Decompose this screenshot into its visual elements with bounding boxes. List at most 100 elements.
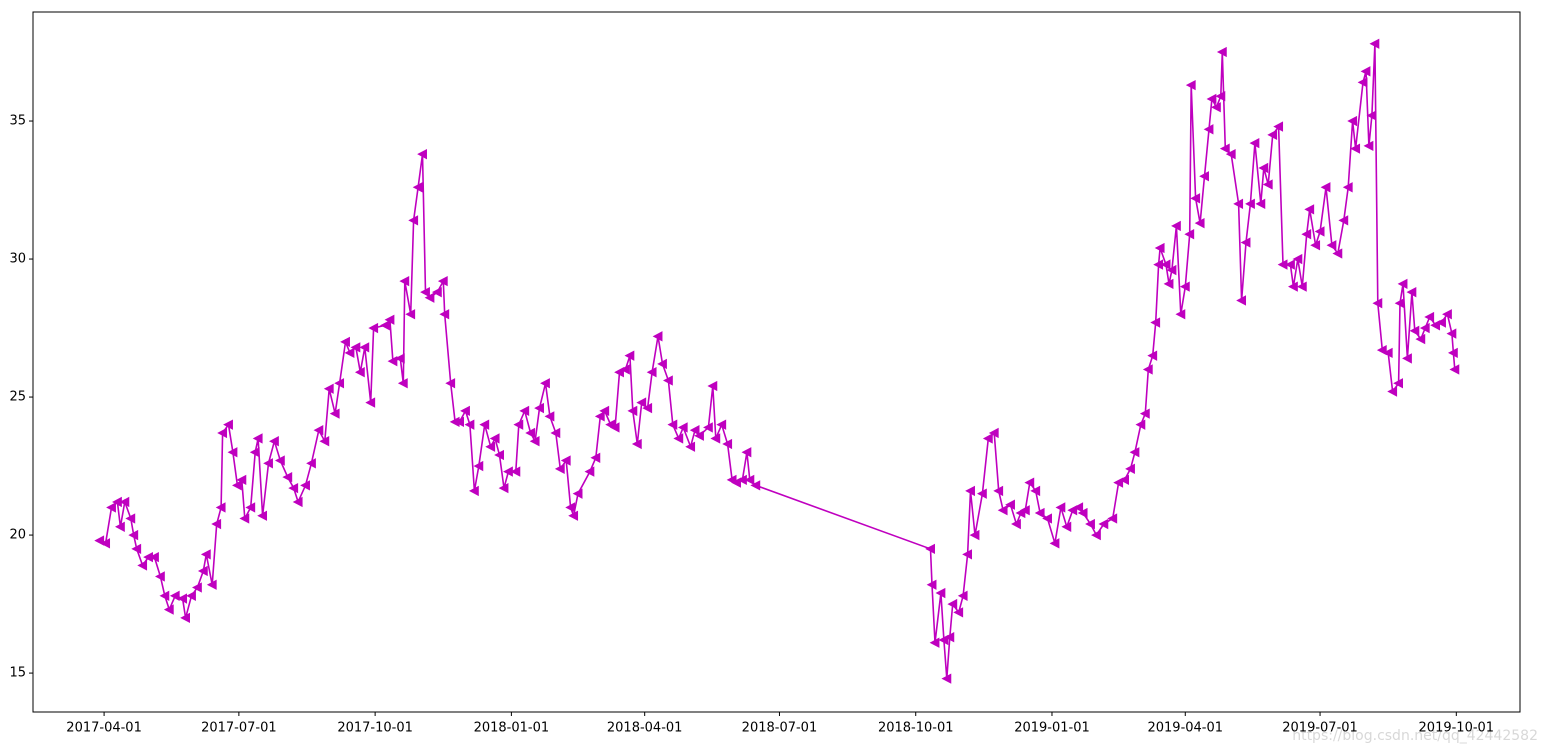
marker: [197, 565, 208, 577]
marker: [1225, 148, 1236, 160]
marker: [412, 182, 423, 193]
x-tick-label: 2019-10-01: [1419, 721, 1495, 736]
marker: [925, 543, 935, 555]
marker: [519, 405, 530, 417]
marker: [988, 427, 999, 439]
y-tick-label: 20: [9, 528, 26, 543]
marker: [957, 590, 968, 601]
x-tick-label: 2018-04-01: [607, 721, 683, 736]
marker: [1240, 237, 1251, 248]
marker: [239, 513, 250, 524]
marker: [550, 427, 561, 439]
marker: [292, 496, 303, 508]
marker: [1363, 140, 1374, 152]
x-tick-label: 2017-04-01: [66, 721, 142, 736]
marker: [1415, 333, 1426, 345]
y-tick-label: 25: [9, 390, 26, 405]
y-tick-label: 35: [9, 114, 26, 129]
marker: [1357, 77, 1368, 88]
marker: [334, 378, 345, 389]
marker: [365, 397, 376, 408]
marker: [953, 607, 964, 618]
marker: [192, 582, 202, 593]
marker: [163, 604, 174, 615]
x-tick-label: 2017-07-01: [201, 721, 277, 736]
marker: [288, 482, 299, 494]
marker: [529, 436, 540, 447]
marker: [1424, 311, 1435, 323]
marker: [1382, 347, 1393, 359]
marker: [1175, 309, 1186, 320]
marker: [707, 380, 718, 392]
marker: [1219, 143, 1230, 154]
marker: [663, 375, 673, 386]
marker: [1402, 353, 1412, 364]
marker: [1304, 204, 1315, 215]
marker: [525, 427, 536, 439]
marker: [1255, 198, 1266, 210]
marker: [313, 425, 324, 436]
plot-frame: [32, 11, 1521, 713]
marker: [1436, 317, 1446, 328]
marker: [624, 350, 635, 361]
marker: [627, 405, 638, 417]
marker: [1160, 259, 1171, 270]
x-tick-label: 2019-07-01: [1282, 721, 1358, 736]
marker: [1091, 529, 1101, 541]
marker: [417, 148, 427, 160]
marker: [599, 405, 610, 417]
marker: [1077, 507, 1088, 519]
marker: [1258, 162, 1269, 174]
marker: [1185, 79, 1196, 91]
marker: [560, 455, 571, 466]
x-tick-label: 2018-10-01: [878, 721, 954, 736]
marker: [180, 612, 191, 624]
marker: [1366, 110, 1377, 121]
marker: [1350, 143, 1361, 154]
marker: [1338, 215, 1349, 226]
marker: [100, 538, 111, 549]
marker: [211, 518, 222, 530]
marker: [445, 378, 456, 389]
marker: [437, 275, 448, 287]
marker: [282, 471, 293, 483]
marker: [1446, 328, 1457, 339]
marker: [1150, 317, 1161, 328]
marker: [380, 320, 390, 331]
marker: [300, 480, 310, 491]
marker: [657, 358, 667, 370]
marker: [1406, 287, 1417, 298]
marker: [186, 590, 196, 601]
marker: [722, 438, 733, 450]
marker: [269, 436, 279, 447]
marker: [252, 433, 263, 444]
marker: [694, 430, 704, 441]
marker: [667, 419, 678, 430]
marker: [439, 309, 450, 320]
marker: [489, 433, 500, 444]
marker: [1163, 278, 1174, 290]
marker: [424, 292, 435, 303]
marker: [354, 367, 365, 378]
marker: [1394, 298, 1405, 309]
marker: [540, 378, 550, 389]
marker: [534, 402, 544, 414]
marker: [249, 447, 260, 458]
marker: [469, 485, 479, 497]
marker: [642, 402, 653, 414]
marker: [200, 549, 211, 560]
marker: [1369, 38, 1380, 49]
marker: [568, 510, 579, 521]
marker: [1215, 91, 1226, 102]
marker: [1142, 364, 1153, 375]
marker: [368, 322, 379, 334]
marker: [1125, 463, 1135, 474]
marker: [359, 342, 370, 353]
marker: [941, 673, 952, 684]
marker: [215, 502, 226, 513]
marker: [128, 529, 139, 541]
marker: [1262, 179, 1273, 190]
marker: [929, 637, 940, 648]
marker: [1393, 378, 1404, 389]
marker: [636, 397, 647, 408]
